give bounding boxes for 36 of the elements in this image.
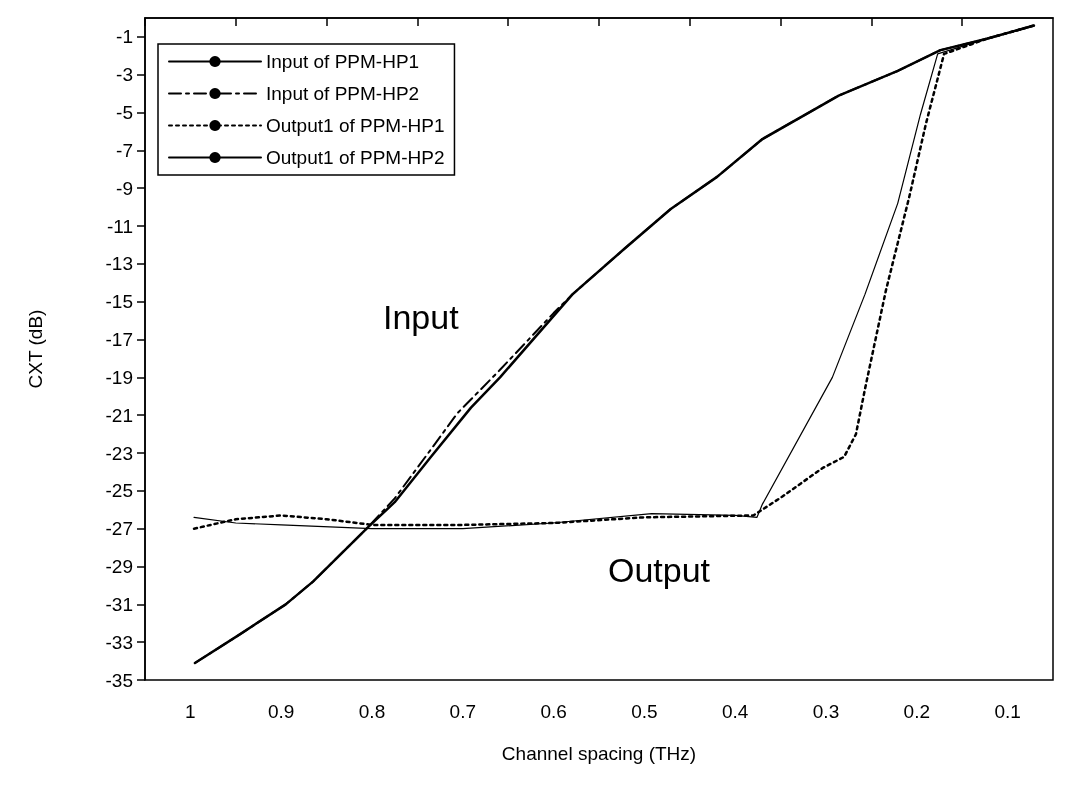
y-tick-label: -27 xyxy=(105,518,133,540)
y-tick-label: -17 xyxy=(105,329,133,351)
y-tick-label: -1 xyxy=(116,26,133,48)
legend-label: Input of PPM-HP1 xyxy=(266,51,420,72)
y-tick-label: -11 xyxy=(106,215,133,237)
y-tick-label: -35 xyxy=(105,669,133,691)
y-tick-label: -29 xyxy=(105,556,133,578)
x-tick-label: 0.1 xyxy=(994,701,1021,722)
x-tick-label: 0.2 xyxy=(903,701,931,722)
x-tick-label: 1 xyxy=(185,701,196,722)
y-tick-label: -23 xyxy=(105,442,133,464)
x-tick-label: 0.4 xyxy=(721,701,749,722)
y-axis-title: CXT (dB) xyxy=(25,309,46,389)
x-tick-label: 0.7 xyxy=(449,701,477,722)
y-tick-label: -25 xyxy=(105,480,133,502)
y-tick-label: -15 xyxy=(105,291,133,313)
annotation: Output xyxy=(608,551,711,589)
y-tick-label: -33 xyxy=(105,631,133,653)
legend-label: Output1 of PPM-HP2 xyxy=(266,147,445,168)
x-tick-label: 0.3 xyxy=(812,701,840,722)
y-tick-label: -9 xyxy=(116,177,133,199)
x-tick-label: 0.6 xyxy=(540,701,567,722)
annotation: Input xyxy=(383,298,460,336)
y-tick-label: -3 xyxy=(116,64,133,86)
x-tick-label: 0.8 xyxy=(358,701,386,722)
x-tick-label: 0.5 xyxy=(631,701,658,722)
legend-label: Output1 of PPM-HP1 xyxy=(266,115,445,136)
y-tick-label: -7 xyxy=(116,139,133,161)
y-tick-label: -13 xyxy=(105,253,133,275)
y-tick-label: -21 xyxy=(105,404,133,426)
y-tick-label: -31 xyxy=(105,593,133,615)
x-axis-title: Channel spacing (THz) xyxy=(501,743,697,764)
y-tick-label: -5 xyxy=(116,102,133,124)
legend-label: Input of PPM-HP2 xyxy=(266,83,420,104)
x-tick-label: 0.9 xyxy=(267,701,295,722)
y-tick-label: -19 xyxy=(105,366,133,388)
